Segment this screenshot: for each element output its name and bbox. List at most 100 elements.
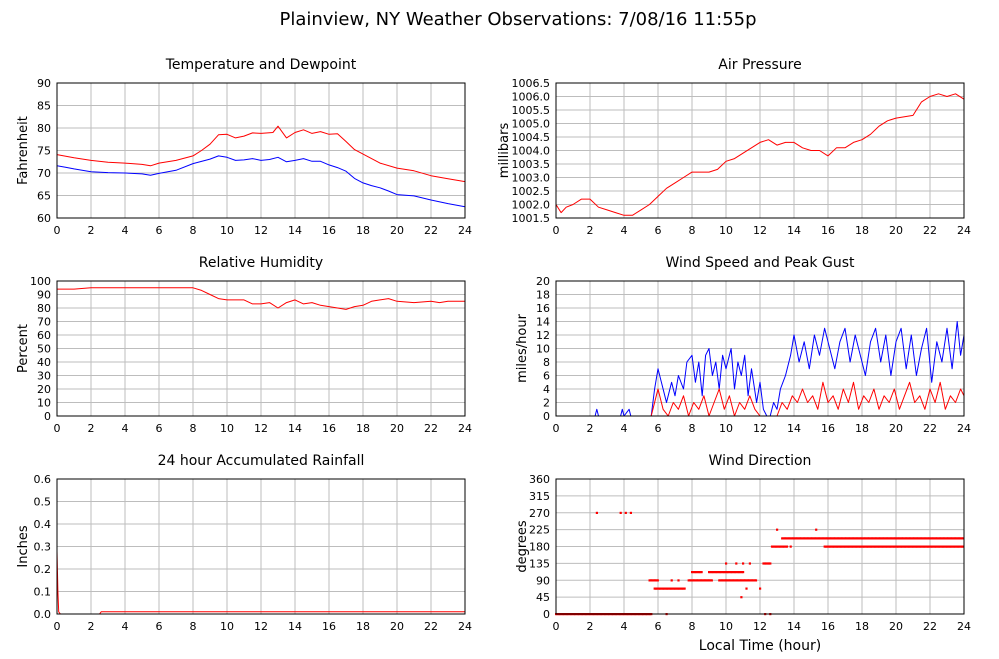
data-point <box>935 545 938 548</box>
chart-pressure: 0 2 4 6 8 10 12 14 16 18 20 22 241001.51002.01002.51… <box>497 57 971 237</box>
x-tick-label: 6 <box>156 422 163 435</box>
data-point <box>849 545 852 548</box>
data-point <box>913 545 916 548</box>
y-tick-label: 1006.5 <box>512 77 551 90</box>
x-tick-label: 0 <box>54 422 61 435</box>
data-point <box>823 545 826 548</box>
x-tick-label: 2 <box>88 224 95 237</box>
y-tick-label: 6 <box>543 370 550 383</box>
x-tick-label: 16 <box>821 422 835 435</box>
data-point <box>928 545 931 548</box>
y-tick-label: 14 <box>536 316 550 329</box>
data-point <box>918 537 921 540</box>
data-point <box>734 579 737 582</box>
data-point <box>838 545 841 548</box>
y-tick-label: 0.3 <box>34 541 52 554</box>
data-point <box>910 545 913 548</box>
x-tick-label: 18 <box>855 224 869 237</box>
x-tick-label: 4 <box>621 224 628 237</box>
data-point <box>842 545 845 548</box>
data-point <box>792 537 795 540</box>
data-point <box>819 537 822 540</box>
data-point <box>859 545 862 548</box>
data-point <box>699 579 702 582</box>
x-tick-label: 16 <box>821 224 835 237</box>
data-point <box>676 587 679 590</box>
x-tick-label: 18 <box>356 422 370 435</box>
y-tick-label: 70 <box>37 167 51 180</box>
data-point <box>864 545 867 548</box>
data-point <box>847 537 850 540</box>
x-tick-label: 4 <box>122 620 129 633</box>
data-point <box>860 545 863 548</box>
data-point <box>865 537 868 540</box>
data-point <box>713 571 716 574</box>
data-point <box>940 545 943 548</box>
data-point <box>823 537 826 540</box>
data-point <box>830 537 833 540</box>
x-tick-label: 6 <box>655 422 662 435</box>
data-point <box>869 537 872 540</box>
x-tick-label: 14 <box>288 224 302 237</box>
x-tick-label: 14 <box>787 422 801 435</box>
data-point <box>667 587 670 590</box>
data-point <box>855 537 859 540</box>
panel-title: Wind Speed and Peak Gust <box>666 255 855 271</box>
data-point <box>749 579 752 582</box>
panel-title: Air Pressure <box>718 57 801 73</box>
data-point <box>868 537 871 540</box>
y-tick-label: 30 <box>37 370 51 383</box>
data-point <box>951 545 954 548</box>
data-point <box>893 545 896 548</box>
data-point <box>716 571 719 574</box>
data-point <box>912 545 915 548</box>
x-tick-label: 18 <box>356 620 370 633</box>
data-point <box>783 537 786 540</box>
data-point <box>794 537 797 540</box>
data-point <box>857 537 860 540</box>
data-point <box>923 537 927 540</box>
y-tick-label: 1006.0 <box>512 91 551 104</box>
data-point <box>714 571 717 574</box>
series-line-1 <box>56 155 466 208</box>
data-point <box>821 537 825 540</box>
data-point <box>942 537 946 540</box>
data-point <box>718 579 721 582</box>
data-point <box>921 537 924 540</box>
data-point <box>827 537 830 540</box>
data-point <box>682 587 685 590</box>
data-point <box>813 537 816 540</box>
data-point <box>929 537 932 540</box>
data-point <box>648 579 651 582</box>
data-point <box>868 545 871 548</box>
x-tick-label: 0 <box>54 620 61 633</box>
x-tick-label: 20 <box>889 620 903 633</box>
data-point <box>796 537 799 540</box>
x-tick-label: 16 <box>322 224 336 237</box>
y-tick-label: 0 <box>543 410 550 423</box>
data-point <box>801 537 804 540</box>
data-point <box>852 545 855 548</box>
x-tick-label: 0 <box>553 422 560 435</box>
data-point <box>959 545 962 548</box>
data-point <box>731 571 734 574</box>
data-point <box>846 537 849 540</box>
data-point <box>880 545 883 548</box>
data-point <box>776 528 779 531</box>
data-point <box>945 537 948 540</box>
data-point <box>785 537 788 540</box>
data-point <box>754 579 758 582</box>
data-point <box>656 587 659 590</box>
x-tick-label: 4 <box>122 422 129 435</box>
data-point <box>798 537 801 540</box>
data-point <box>745 587 748 590</box>
data-point <box>934 537 937 540</box>
data-point <box>908 537 912 540</box>
data-point <box>765 562 768 565</box>
y-tick-label: 315 <box>529 490 550 503</box>
data-point <box>881 537 884 540</box>
y-tick-label: 10 <box>37 397 51 410</box>
data-point <box>710 571 713 574</box>
x-tick-label: 20 <box>390 422 404 435</box>
